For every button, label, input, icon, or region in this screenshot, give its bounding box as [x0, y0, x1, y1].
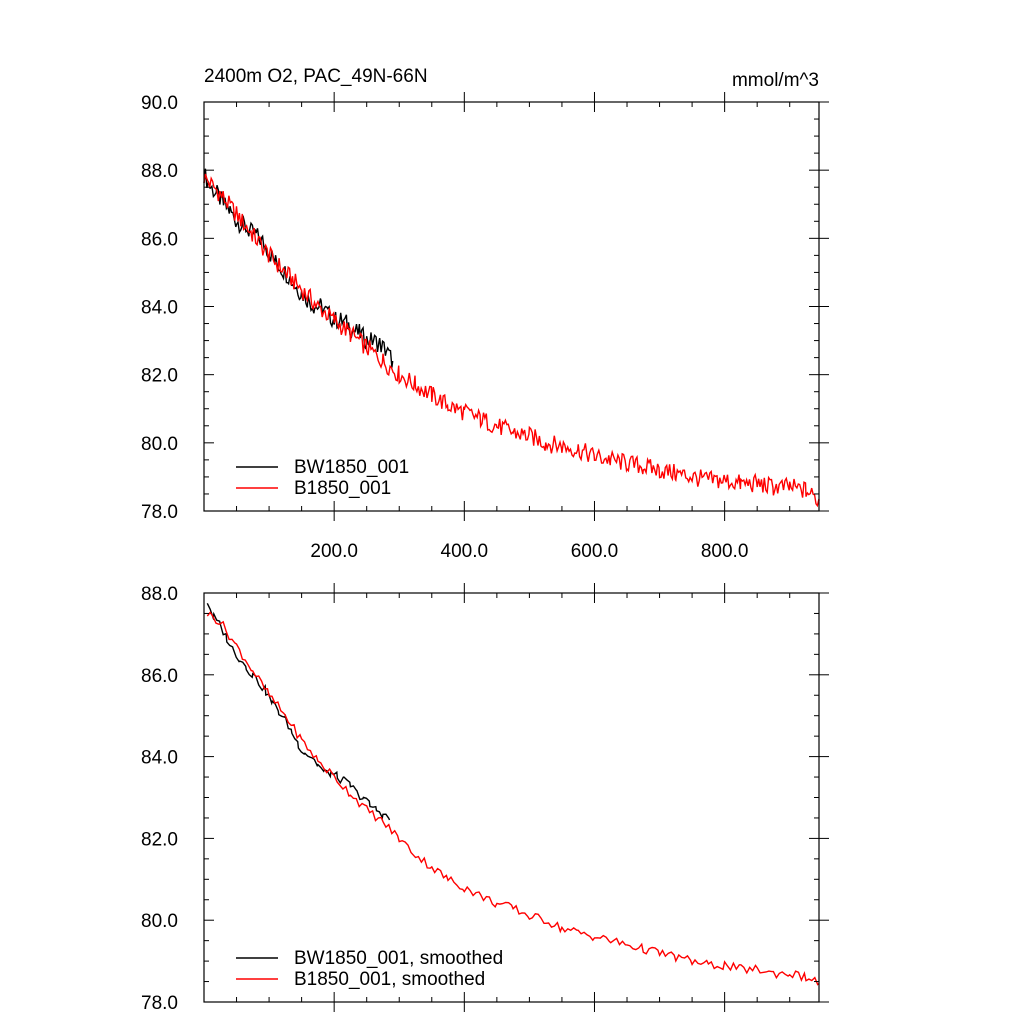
y-tick-label: 84.0: [141, 748, 178, 769]
x-tick-label: 400.0: [441, 541, 489, 562]
y-tick-label: 80.0: [141, 911, 178, 932]
series-line-1: [206, 611, 820, 986]
top-panel: 2400m O2, PAC_49N-66N mmol/m^3 200.0 400.…: [141, 66, 829, 562]
plot-frame: [203, 101, 820, 512]
axis-ticks: 200.0 400.0 600.0 800.0 78.0 80.0 82.0 84.0 86.0…: [141, 92, 829, 562]
legend-label: BW1850_001, smoothed: [294, 948, 503, 969]
legend-label: B1850_001, smoothed: [294, 969, 485, 990]
y-tick-label: 88.0: [141, 584, 178, 605]
y-tick-label: 82.0: [141, 829, 178, 850]
y-tick-label: 78.0: [141, 993, 178, 1014]
y-tick-label: 82.0: [141, 366, 178, 387]
bottom-panel: 78.0 80.0 82.0 84.0 86.0 88.0 BW1850_001, smo…: [141, 583, 829, 1014]
x-tick-label: 800.0: [701, 541, 749, 562]
series-line-0: [203, 168, 394, 368]
series-lines: [203, 168, 820, 508]
plot-frame: [203, 592, 820, 1003]
y-tick-label: 84.0: [141, 298, 178, 319]
x-tick-label: 200.0: [310, 541, 358, 562]
y-tick-label: 78.0: [141, 502, 178, 523]
series-line-1: [203, 173, 820, 508]
y-tick-label: 88.0: [141, 161, 178, 182]
y-tick-label: 86.0: [141, 229, 178, 250]
series-line-0: [206, 602, 391, 821]
chart-title: 2400m O2, PAC_49N-66N: [204, 66, 428, 87]
series-lines: [206, 602, 820, 986]
legend-label: B1850_001: [294, 478, 391, 499]
axis-ticks: 78.0 80.0 82.0 84.0 86.0 88.0: [141, 583, 829, 1014]
legend-label: BW1850_001: [294, 457, 409, 478]
x-tick-label: 600.0: [571, 541, 619, 562]
y-tick-label: 86.0: [141, 666, 178, 687]
units-label: mmol/m^3: [732, 70, 819, 91]
y-tick-label: 80.0: [141, 434, 178, 455]
y-tick-label: 90.0: [141, 93, 178, 114]
